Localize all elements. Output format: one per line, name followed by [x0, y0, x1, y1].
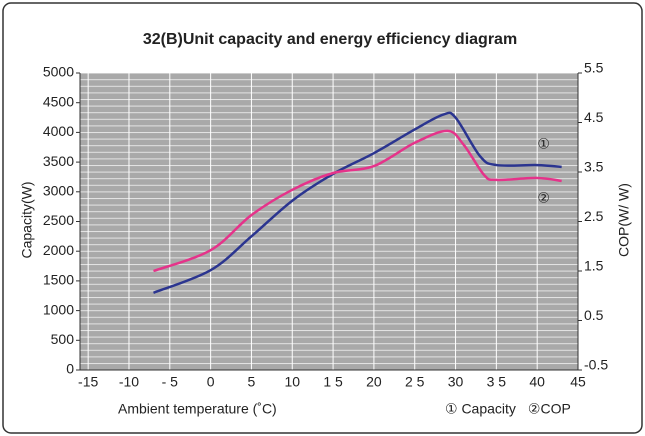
y-tick-label: 500 — [51, 331, 75, 347]
line-annotation: ① — [537, 136, 550, 152]
y-tick-label: 2500 — [43, 212, 74, 228]
x-tick-label: -10 — [119, 374, 139, 390]
x-tick-label: 45 — [570, 374, 586, 390]
y-tick-label: 4500 — [43, 93, 74, 109]
y2-tick-label: -0.5 — [584, 357, 608, 373]
y-tick-label: 5000 — [43, 64, 74, 80]
x-axis-label: Ambient temperature (˚C) — [118, 401, 277, 417]
y-tick-label: 1000 — [43, 301, 74, 317]
y2-tick-label: 5.5 — [584, 60, 604, 76]
x-tick-label: 10 — [284, 374, 300, 390]
x-tick-label: 2 5 — [405, 374, 425, 390]
y2-tick-label: 3.5 — [584, 159, 604, 175]
y-tick-label: 3500 — [43, 153, 74, 169]
legend-entry: ②COP — [528, 401, 571, 417]
y-tick-label: 4000 — [43, 123, 74, 139]
x-tick-label: 1 5 — [323, 374, 343, 390]
y2-tick-label: 4.5 — [584, 109, 604, 125]
y-tick-label: 3000 — [43, 183, 74, 199]
x-tick-label: 20 — [366, 374, 382, 390]
y-tick-label: 0 — [66, 361, 74, 377]
y2-tick-label: 2.5 — [584, 208, 604, 224]
x-tick-label: 5 — [248, 374, 256, 390]
y2-axis-label: COP(W/ W) — [616, 183, 632, 257]
x-tick-label: 3 5 — [487, 374, 507, 390]
series-line — [153, 111, 562, 294]
x-tick-label: -15 — [78, 374, 98, 390]
x-tick-label: 0 — [207, 374, 215, 390]
x-tick-label: 30 — [448, 374, 464, 390]
plot-area — [80, 73, 578, 370]
series-line — [153, 129, 562, 273]
y-tick-label: 2000 — [43, 242, 74, 258]
x-tick-label: - 5 — [162, 374, 179, 390]
line-annotation: ② — [537, 190, 550, 206]
y-axis-label: Capacity(W) — [19, 181, 35, 258]
chart-title: 32(B)Unit capacity and energy efficiency… — [143, 31, 517, 48]
x-tick-label: 40 — [529, 374, 545, 390]
y2-tick-label: 1.5 — [584, 258, 604, 274]
legend-entry: ① Capacity — [445, 401, 516, 417]
y-tick-label: 1500 — [43, 272, 74, 288]
y2-tick-label: 0.5 — [584, 307, 604, 323]
